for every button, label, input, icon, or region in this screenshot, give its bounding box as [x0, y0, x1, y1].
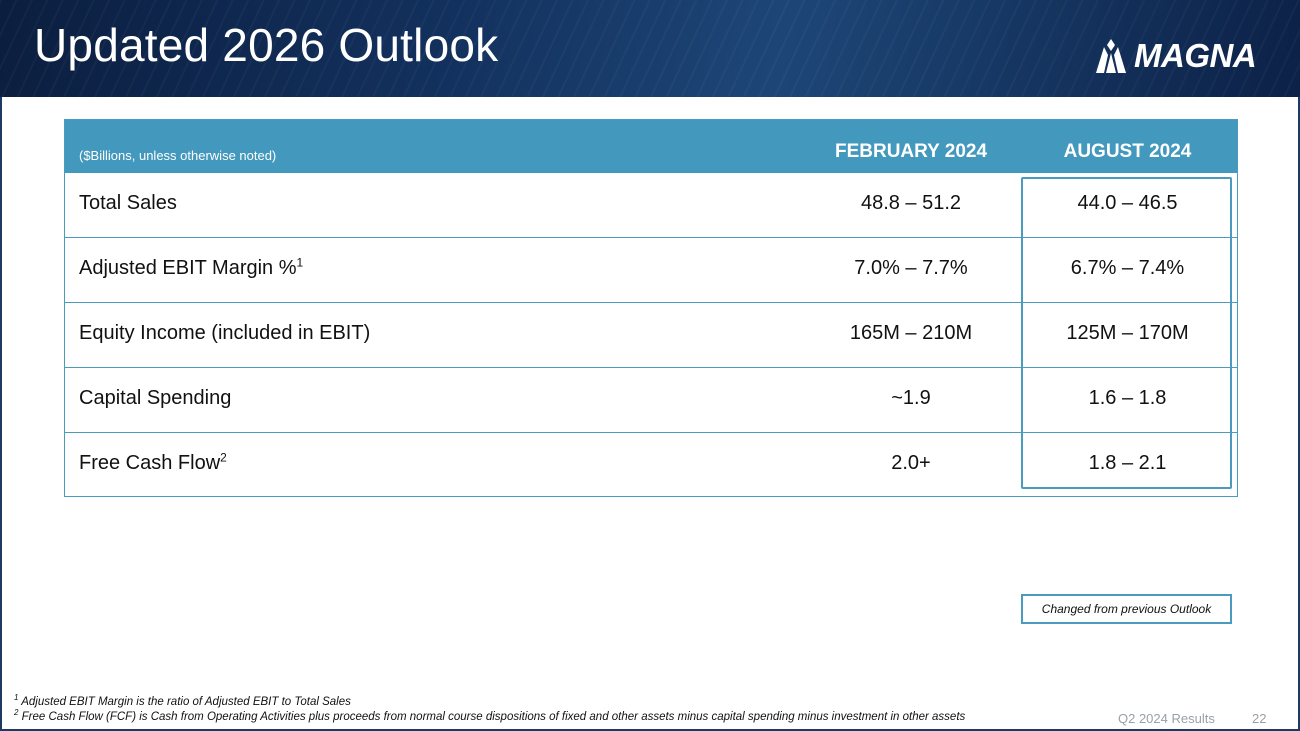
footnote-1: 1 Adjusted EBIT Margin is the ratio of A…	[14, 693, 351, 708]
table-row: Free Cash Flow2 2.0+ 1.8 – 2.1	[65, 433, 1237, 498]
changed-legend: Changed from previous Outlook	[1021, 594, 1232, 624]
august-value: 44.0 – 46.5	[1077, 192, 1178, 214]
row-label: Equity Income (included in EBIT)	[79, 322, 371, 344]
august-value: 1.6 – 1.8	[1088, 387, 1167, 409]
august-value: 6.7% – 7.4%	[1070, 257, 1185, 279]
row-label: Total Sales	[79, 192, 177, 214]
row-label: Free Cash Flow2	[79, 450, 227, 474]
column-header-august: AUGUST 2024	[1063, 141, 1192, 162]
footnote-ref: 2	[220, 450, 227, 465]
footer-label: Q2 2024 Results	[1118, 711, 1215, 726]
page-title: Updated 2026 Outlook	[34, 19, 499, 71]
magna-logo: MAGNA	[1094, 37, 1257, 74]
row-label: Capital Spending	[79, 387, 232, 409]
table-row: Adjusted EBIT Margin %1 7.0% – 7.7% 6.7%…	[65, 238, 1237, 303]
header-banner: Updated 2026 Outlook MAGNA	[0, 0, 1300, 97]
column-header-february: FEBRUARY 2024	[834, 141, 988, 162]
outlook-table: ($Billions, unless otherwise noted) FEBR…	[64, 119, 1238, 497]
footnote-ref: 1	[296, 255, 304, 270]
table-header: ($Billions, unless otherwise noted) FEBR…	[65, 120, 1237, 173]
august-value: 1.8 – 2.1	[1088, 452, 1167, 474]
august-value: 125M – 170M	[1066, 322, 1189, 344]
frame-right	[1298, 97, 1300, 731]
page-number: 22	[1252, 711, 1267, 726]
table-row: Total Sales 48.8 – 51.2 44.0 – 46.5	[65, 173, 1237, 238]
february-value: 2.0+	[891, 452, 931, 474]
row-label: Adjusted EBIT Margin %1	[79, 255, 304, 279]
footnote-2: 2 Free Cash Flow (FCF) is Cash from Oper…	[14, 708, 966, 723]
magna-logo-icon	[1096, 39, 1126, 73]
february-value: 165M – 210M	[849, 322, 973, 344]
table-row: Capital Spending ~1.9 1.6 – 1.8	[65, 368, 1237, 433]
february-value: 7.0% – 7.7%	[854, 257, 968, 279]
units-note: ($Billions, unless otherwise noted)	[79, 148, 277, 163]
february-value: ~1.9	[891, 387, 931, 409]
frame-left	[0, 97, 2, 731]
frame-bottom	[0, 729, 1300, 731]
table-row: Equity Income (included in EBIT) 165M – …	[65, 303, 1237, 368]
logo-text: MAGNA	[1134, 37, 1257, 74]
february-value: 48.8 – 51.2	[860, 192, 962, 214]
